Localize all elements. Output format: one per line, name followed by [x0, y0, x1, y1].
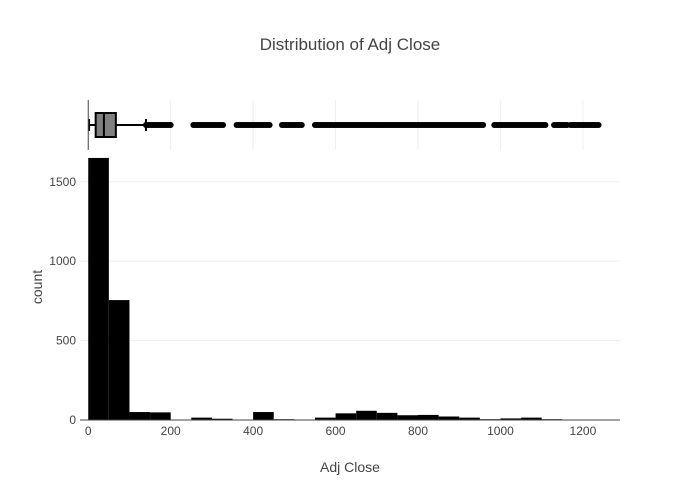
histogram-bar [521, 417, 542, 420]
box-outlier-point [480, 122, 487, 128]
histogram-bar [129, 412, 151, 420]
y-tick-label: 1000 [49, 254, 76, 268]
box-outlier-point [298, 122, 305, 128]
histogram-bar [459, 417, 480, 420]
histogram-bar [500, 418, 522, 420]
histogram-bar [88, 157, 109, 421]
histogram-bar [335, 413, 357, 420]
x-tick-label: 200 [161, 424, 181, 438]
x-tick-label: 800 [408, 424, 428, 438]
histogram-gridlines [80, 181, 620, 342]
x-tick-label: 0 [85, 424, 92, 438]
x-tick-label: 600 [326, 424, 346, 438]
y-tick-label: 1500 [49, 175, 76, 189]
axes [80, 100, 620, 421]
box-outlier-point [167, 122, 174, 128]
marginal-boxplot [88, 112, 602, 138]
histogram-bar [314, 417, 336, 420]
x-tick-label: 1000 [487, 424, 514, 438]
histogram-bar [108, 300, 130, 420]
y-axis-title: count [29, 270, 45, 304]
x-axis-ticks: 0 200 400 600 800 1000 1200 [85, 424, 597, 438]
histogram-bar [356, 410, 377, 420]
histogram-bar [418, 414, 439, 420]
box-outlier-point [220, 122, 227, 128]
y-tick-label: 0 [69, 413, 76, 427]
histogram-bar [150, 412, 171, 420]
histogram-bar [397, 415, 419, 420]
x-axis-title: Adj Close [320, 459, 380, 475]
histogram-bar [191, 417, 212, 420]
x-tick-label: 400 [243, 424, 263, 438]
histogram-bar [253, 412, 274, 420]
box-outlier-point [542, 122, 549, 128]
x-tick-label: 1200 [570, 424, 597, 438]
histogram-bar [211, 418, 233, 420]
histogram-bar [438, 416, 460, 420]
histogram-bar [376, 412, 398, 420]
y-tick-label: 500 [56, 334, 76, 348]
y-axis-ticks: 0 500 1000 1500 [49, 175, 76, 427]
box-outlier-point [595, 122, 602, 128]
box-outlier-point [266, 122, 273, 128]
chart-title: Distribution of Adj Close [260, 35, 440, 54]
histogram-bars [88, 157, 604, 421]
box-iqr [94, 112, 117, 138]
